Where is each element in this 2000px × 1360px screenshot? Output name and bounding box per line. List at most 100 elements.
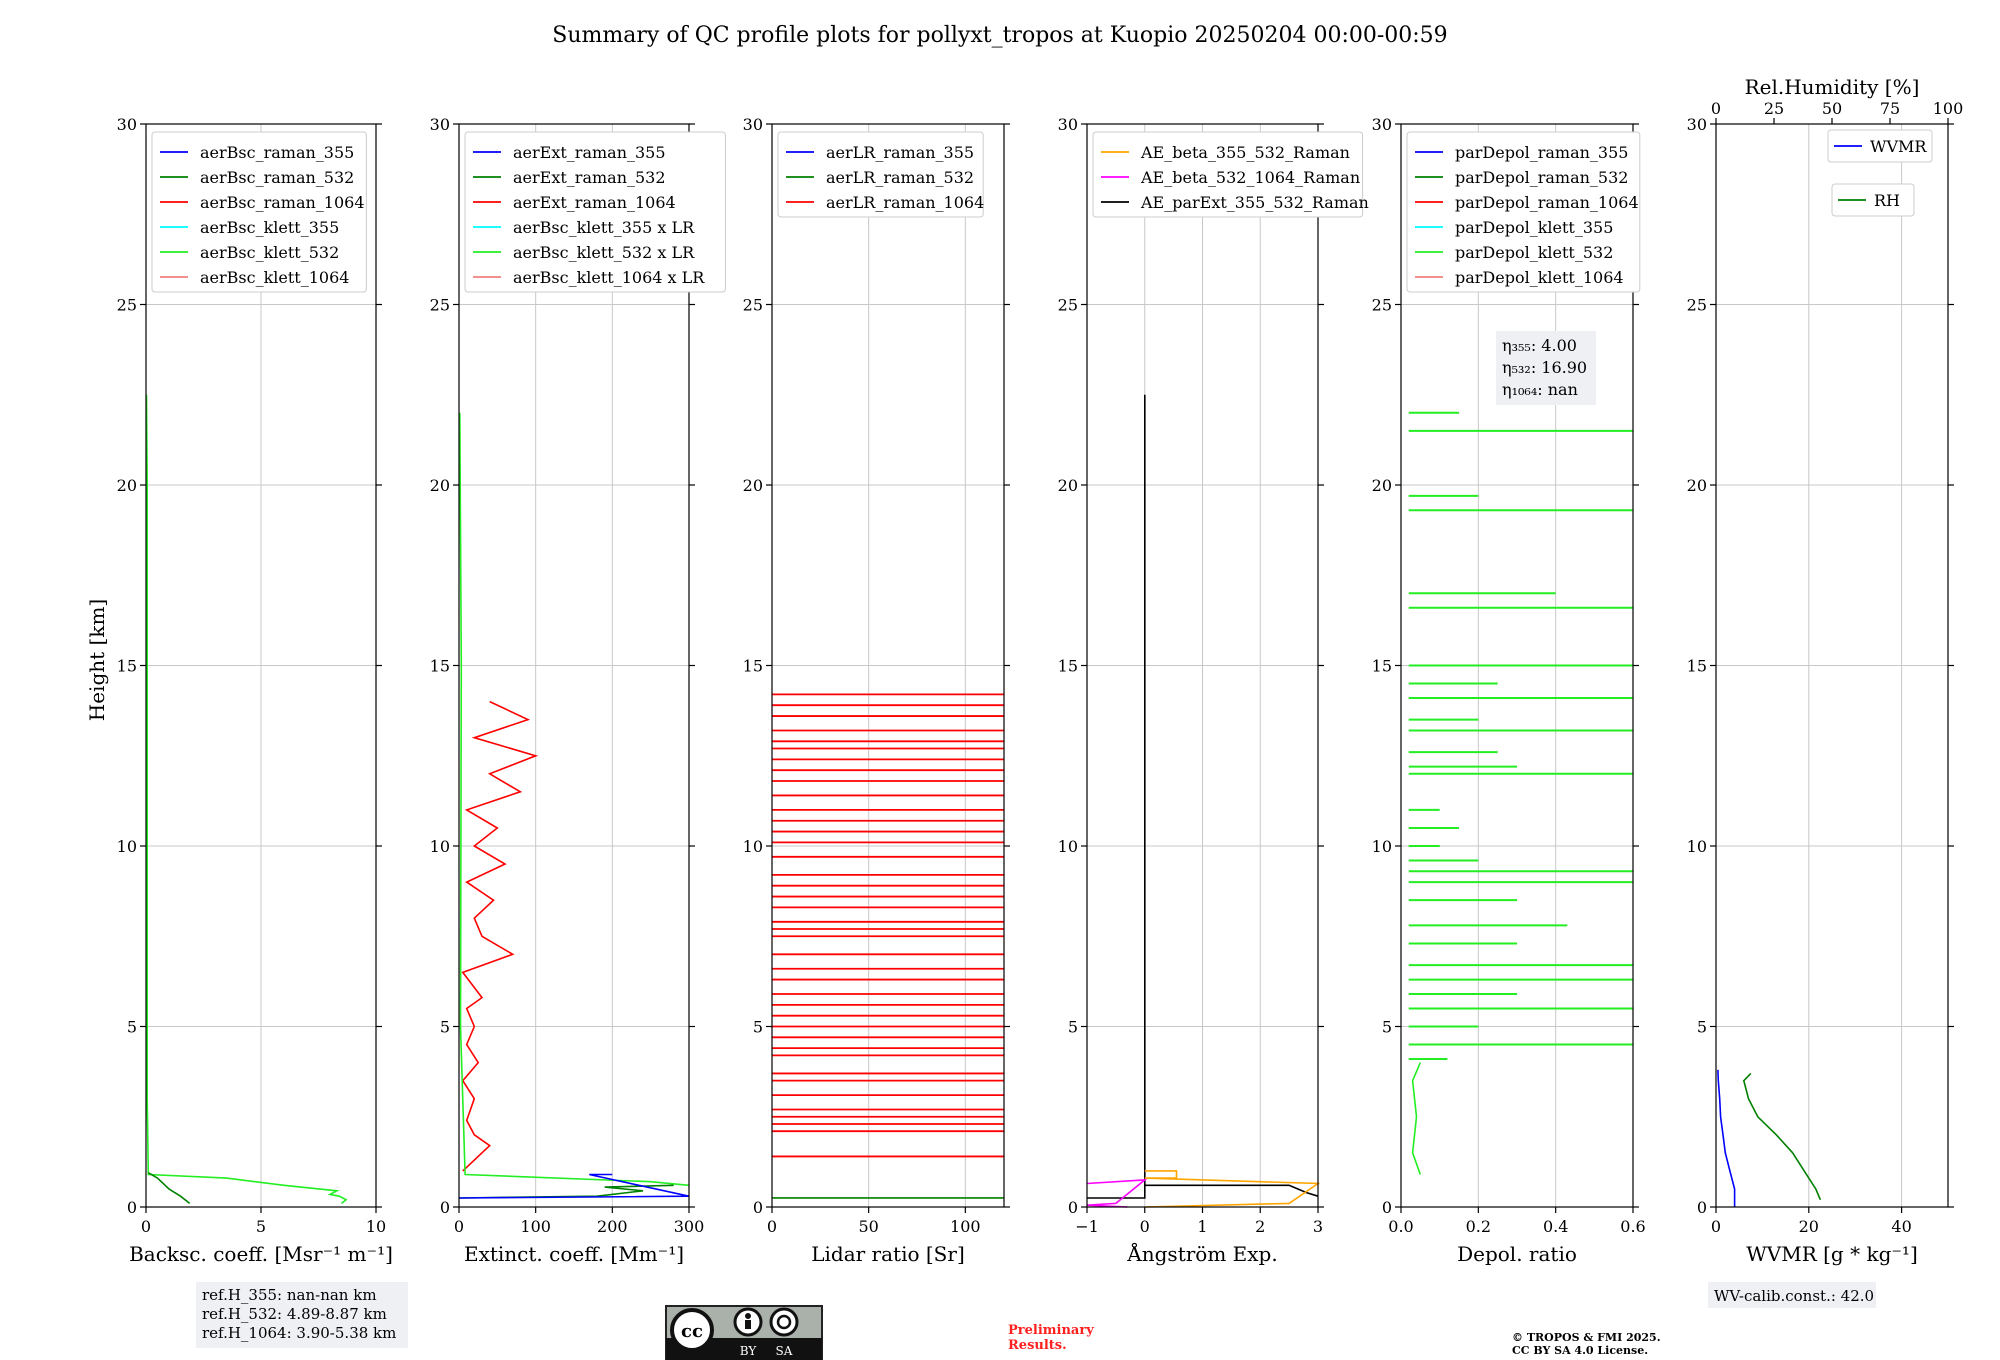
y-tick-label: 25	[117, 296, 137, 315]
series-line-aerExt_raman_355	[458, 1173, 690, 1199]
cc-icon-text: cc	[681, 1321, 703, 1342]
legend-label: aerBsc_klett_355	[200, 218, 339, 237]
y-tick-label: 5	[440, 1018, 450, 1037]
legend-label: aerBsc_klett_532	[200, 243, 339, 262]
data-ext	[458, 412, 690, 1199]
y-tick-label: 30	[1058, 115, 1078, 134]
x-axis-label: Backsc. coeff. [Msr⁻¹ m⁻¹]	[129, 1242, 393, 1266]
ref-height-line: ref.H_355: nan-nan km	[202, 1286, 377, 1304]
ref-height-line: ref.H_532: 4.89-8.87 km	[202, 1305, 387, 1323]
y-tick-label: 30	[743, 115, 763, 134]
legend-label: aerBsc_raman_355	[200, 143, 354, 162]
y-tick-label: 15	[1058, 657, 1078, 676]
legend: AE_beta_355_532_Raman AE_beta_532_1064_Ra…	[1092, 131, 1369, 218]
y-tick-label: 10	[743, 837, 763, 856]
data-bsc	[145, 394, 348, 1205]
legend-label: aerExt_raman_532	[513, 168, 666, 187]
preliminary-note: Results.	[1008, 1338, 1067, 1353]
legend-label: aerBsc_raman_532	[200, 168, 354, 187]
x-tick-label: 0.4	[1543, 1217, 1568, 1236]
legend-label: parDepol_klett_355	[1455, 218, 1613, 237]
legend-label: aerLR_raman_532	[826, 168, 974, 187]
series-line-parDepol_klett_532	[1411, 1062, 1422, 1175]
y-tick-label: 10	[117, 837, 137, 856]
legend-label: parDepol_klett_1064	[1455, 268, 1624, 287]
sa-icon-arrow	[776, 1314, 792, 1330]
top-x-tick-label: 100	[1933, 99, 1964, 118]
series-line-aerExt_raman_1064	[461, 700, 539, 1172]
y-tick-label: 20	[1687, 476, 1707, 495]
by-icon-head	[745, 1313, 751, 1319]
y-tick-label: 30	[430, 115, 450, 134]
data-ae	[1086, 394, 1321, 1208]
x-tick-label: 0.2	[1466, 1217, 1491, 1236]
by-icon-body	[745, 1320, 751, 1329]
legend: aerBsc_raman_355 aerBsc_raman_532 aerBsc_r…	[151, 131, 367, 293]
x-axis-label: WVMR [g * kg⁻¹]	[1746, 1242, 1918, 1266]
x-tick-label: 300	[674, 1217, 705, 1236]
panel-depol: 0 5 10 15 20 25 30 0.0 0.2 0.4 0.6 Depol. ratio parD…	[1372, 115, 1646, 1266]
legend: aerExt_raman_355 aerExt_raman_532 aerExt_r…	[464, 131, 726, 293]
series-line-aerBsc_raman_532	[147, 1172, 191, 1205]
sa-icon	[769, 1307, 799, 1337]
legend-label: WVMR	[1870, 137, 1927, 156]
data-wv	[1717, 1069, 1822, 1207]
x-tick-label: 0	[1711, 1217, 1721, 1236]
y-tick-label: 0	[127, 1198, 137, 1217]
y-tick-label: 15	[1687, 657, 1707, 676]
legend: parDepol_raman_355 parDepol_raman_532 parD…	[1406, 131, 1641, 293]
x-tick-label: 20	[1799, 1217, 1819, 1236]
top-x-tick-label: 0	[1711, 99, 1721, 118]
data-lr	[772, 693, 1004, 1199]
legend-label: aerBsc_klett_355 x LR	[513, 218, 695, 237]
series-line-aerBsc_klett_532 x LR	[459, 412, 690, 1187]
x-tick-label: 10	[366, 1217, 386, 1236]
eta-annotation: η₃₅₅: 4.00 η₅₃₂: 16.90 η₁₀₆₄: nan	[1496, 331, 1596, 405]
y-tick-label: 20	[743, 476, 763, 495]
legend-label: aerBsc_klett_1064	[200, 268, 349, 287]
y-tick-label: 5	[127, 1018, 137, 1037]
legend-label: AE_beta_355_532_Raman	[1140, 143, 1350, 162]
sa-label: SA	[776, 1344, 793, 1358]
x-axis-label: Ångström Exp.	[1126, 1241, 1277, 1266]
top-x-tick-label: 50	[1822, 99, 1842, 118]
x-tick-label: 1	[1197, 1217, 1207, 1236]
top-x-tick-label: 25	[1764, 99, 1784, 118]
eta-line: η₁₀₆₄: nan	[1502, 380, 1578, 399]
y-tick-label: 20	[430, 476, 450, 495]
legend-label: aerBsc_klett_1064 x LR	[513, 268, 705, 287]
figure-title: Summary of QC profile plots for pollyxt_…	[552, 23, 1447, 48]
x-tick-label: 5	[256, 1217, 266, 1236]
x-axis-label: Lidar ratio [Sr]	[811, 1242, 965, 1266]
legend-label: parDepol_raman_532	[1455, 168, 1628, 187]
y-tick-label: 15	[1372, 657, 1392, 676]
y-tick-label: 0	[753, 1198, 763, 1217]
y-tick-label: 10	[430, 837, 450, 856]
series-line-RH	[1742, 1072, 1822, 1201]
legend-box	[1827, 129, 1933, 163]
preliminary-note: Preliminary	[1008, 1323, 1094, 1338]
y-tick-label: 15	[743, 657, 763, 676]
wv-calib-annotation: WV-calib.const.: 42.0	[1708, 1282, 1876, 1308]
legend-label: aerLR_raman_355	[826, 143, 974, 162]
y-tick-label: 25	[1687, 296, 1707, 315]
y-tick-label: 0	[440, 1198, 450, 1217]
legend-box	[1092, 131, 1364, 218]
x-tick-label: 50	[858, 1217, 878, 1236]
legend-box	[1831, 183, 1915, 217]
y-tick-label: 15	[430, 657, 450, 676]
legend-label: RH	[1874, 191, 1900, 210]
y-tick-label: 20	[1372, 476, 1392, 495]
legend-entry: WVMR	[1827, 129, 1933, 163]
x-tick-label: 100	[520, 1217, 551, 1236]
top-x-axis-label: Rel.Humidity [%]	[1745, 75, 1920, 99]
legend-entry: RH	[1831, 183, 1915, 217]
legend-label: parDepol_raman_355	[1455, 143, 1628, 162]
legend-box	[777, 131, 984, 218]
y-tick-label: 25	[430, 296, 450, 315]
y-tick-label: 30	[1372, 115, 1392, 134]
y-tick-label: 15	[117, 657, 137, 676]
panel-bsc: 0 5 10 15 20 25 30 0 5 10 Backsc. coeff. [Msr⁻¹ m⁻…	[117, 115, 393, 1266]
